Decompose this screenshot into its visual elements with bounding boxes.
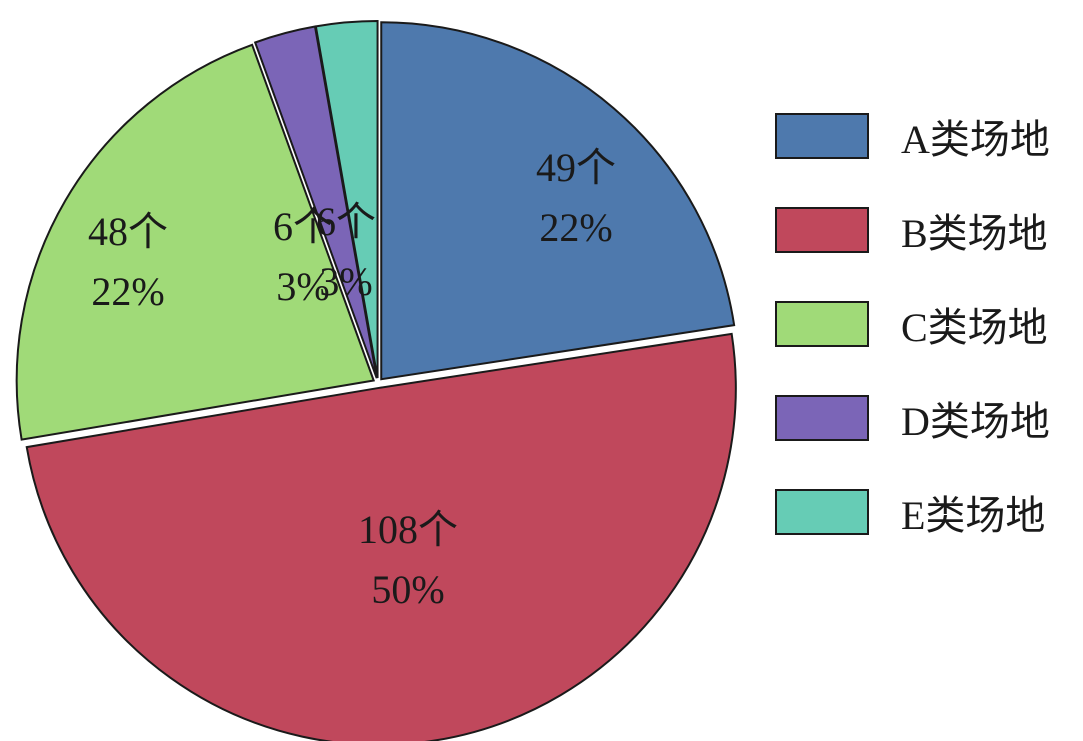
legend-item-b: B类场地 xyxy=(775,206,1050,256)
slice-count-label-c: 48个 xyxy=(88,209,168,254)
slice-percent-label-c: 22% xyxy=(91,269,164,314)
legend-item-d: D类场地 xyxy=(775,394,1050,444)
slice-percent-label-e: 3% xyxy=(319,259,372,304)
slice-percent-label-b: 50% xyxy=(371,567,444,612)
legend-label-e: E类场地 xyxy=(901,493,1046,538)
slice-percent-label-d: 3% xyxy=(276,264,329,309)
slice-count-label-e: 6个 xyxy=(316,199,376,244)
pie-slice-c xyxy=(15,43,376,441)
legend: A类场地 B类场地 C类场地 D类场地 E类场地 xyxy=(775,112,1050,582)
slice-count-label-d: 6个 xyxy=(273,204,333,249)
legend-swatch-a xyxy=(775,113,869,159)
legend-label-c: C类场地 xyxy=(901,305,1048,350)
legend-item-e: E类场地 xyxy=(775,488,1050,538)
slice-count-label-b: 108个 xyxy=(358,507,458,552)
legend-item-c: C类场地 xyxy=(775,300,1050,350)
legend-swatch-e xyxy=(775,489,869,535)
pie-slice-e xyxy=(314,20,379,379)
legend-swatch-c xyxy=(775,301,869,347)
legend-swatch-b xyxy=(775,207,869,253)
legend-label-b: B类场地 xyxy=(901,211,1048,256)
slice-count-label-a: 49个 xyxy=(536,145,616,190)
legend-swatch-d xyxy=(775,395,869,441)
legend-label-d: D类场地 xyxy=(901,399,1050,444)
legend-item-a: A类场地 xyxy=(775,112,1050,162)
slice-percent-label-a: 22% xyxy=(539,205,612,250)
pie-slice-a xyxy=(380,21,736,381)
legend-label-a: A类场地 xyxy=(901,117,1050,162)
pie-slice-b xyxy=(25,332,737,741)
